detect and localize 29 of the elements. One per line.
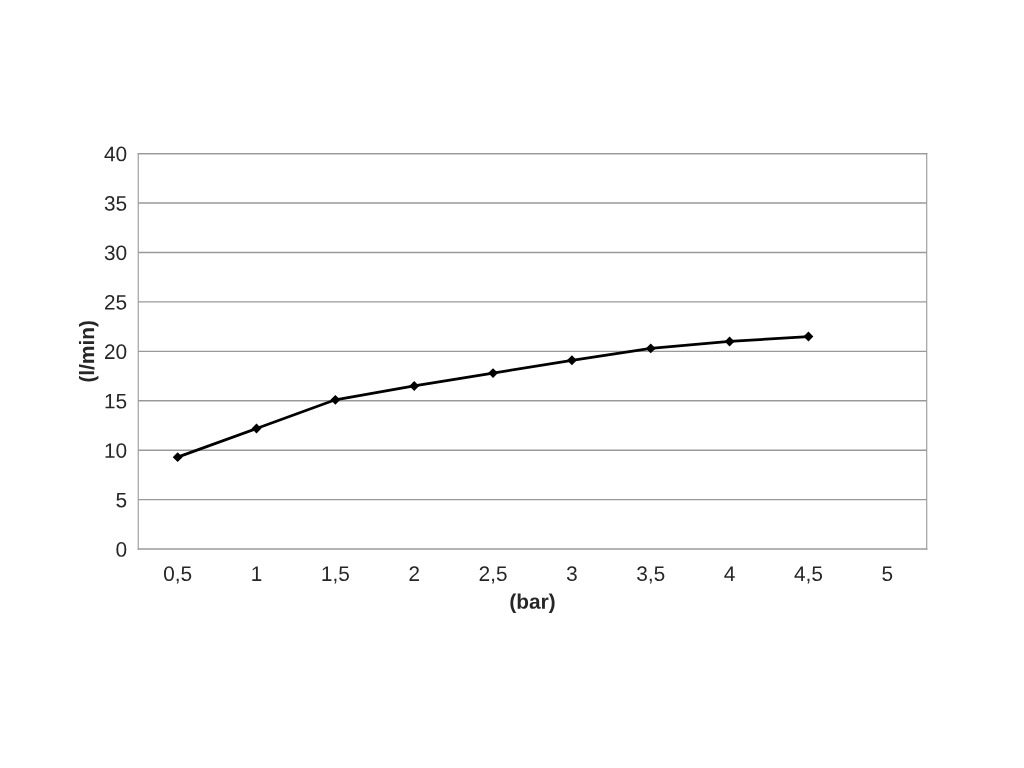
point (330, 395, 340, 405)
y-tick-label: 35 (104, 196, 127, 211)
y-tick-label: 0 (116, 542, 127, 557)
x-tick-label: 3,5 (637, 566, 665, 584)
point (646, 343, 656, 354)
y-tick-label: 25 (105, 294, 127, 310)
y-axis-title: (l/min) (78, 321, 99, 382)
x-tick-label: 4 (724, 566, 735, 581)
y-tick-label: 15 (105, 394, 127, 409)
point (567, 355, 577, 365)
y-tick-label: 5 (116, 492, 127, 508)
x-axis-title: (bar) (510, 593, 555, 613)
x-tick-label: 2 (409, 566, 419, 581)
x-tick-label: 3 (566, 566, 577, 582)
y-tick-label: 30 (104, 245, 127, 261)
y-tick-label: 10 (105, 443, 127, 458)
x-tick-label: 4,5 (794, 566, 823, 584)
x-tick-label: 5 (882, 566, 893, 582)
x-tick-label: 0,5 (164, 566, 192, 584)
point (724, 336, 735, 347)
y-tick-label: 20 (105, 344, 127, 360)
point (409, 381, 419, 391)
x-tick-label: 1 (252, 566, 262, 581)
point (173, 452, 183, 462)
x-tick-label: 1,5 (322, 566, 349, 584)
x-tick-label: 2,5 (479, 566, 507, 584)
point (488, 368, 498, 378)
point (803, 331, 814, 342)
y-tick-label: 40 (104, 146, 127, 162)
